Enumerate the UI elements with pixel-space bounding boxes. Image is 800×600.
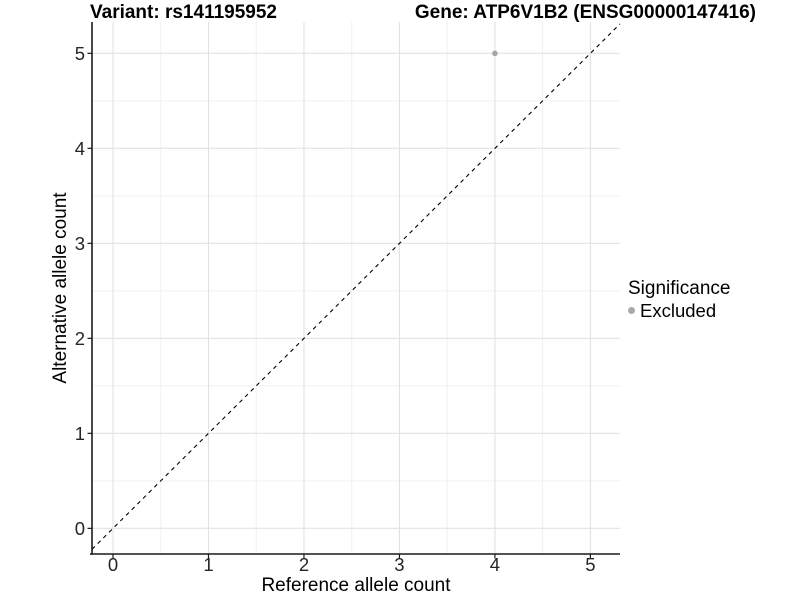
x-tick-label: 3 — [394, 554, 404, 575]
excluded-point-swatch-icon — [628, 307, 635, 314]
plot-title-gene: Gene: ATP6V1B2 (ENSG00000147416) — [414, 2, 756, 23]
plot-title-variant: Variant: rs141195952 — [90, 2, 277, 23]
y-tick-label: 5 — [75, 43, 85, 64]
legend-item-label: Excluded — [640, 300, 717, 321]
y-tick-label: 4 — [75, 138, 85, 159]
y-tick-label: 0 — [75, 518, 85, 539]
y-tick-label: 2 — [75, 328, 85, 349]
x-tick-label: 0 — [108, 554, 118, 575]
y-tick-label: 3 — [75, 233, 85, 254]
identity-line — [91, 23, 621, 550]
x-tick-label: 4 — [490, 554, 500, 575]
data-point-excluded — [492, 50, 498, 57]
x-tick-label: 2 — [299, 554, 309, 575]
legend-item-excluded: Excluded — [628, 300, 730, 321]
legend: Significance Excluded — [628, 278, 730, 321]
x-tick-label: 1 — [203, 554, 213, 575]
y-tick-label: 1 — [75, 423, 85, 444]
legend-title: Significance — [628, 278, 731, 299]
y-axis-title: Alternative allele count — [50, 192, 71, 384]
x-axis-title: Reference allele count — [261, 575, 451, 596]
x-tick-label: 5 — [585, 554, 595, 575]
